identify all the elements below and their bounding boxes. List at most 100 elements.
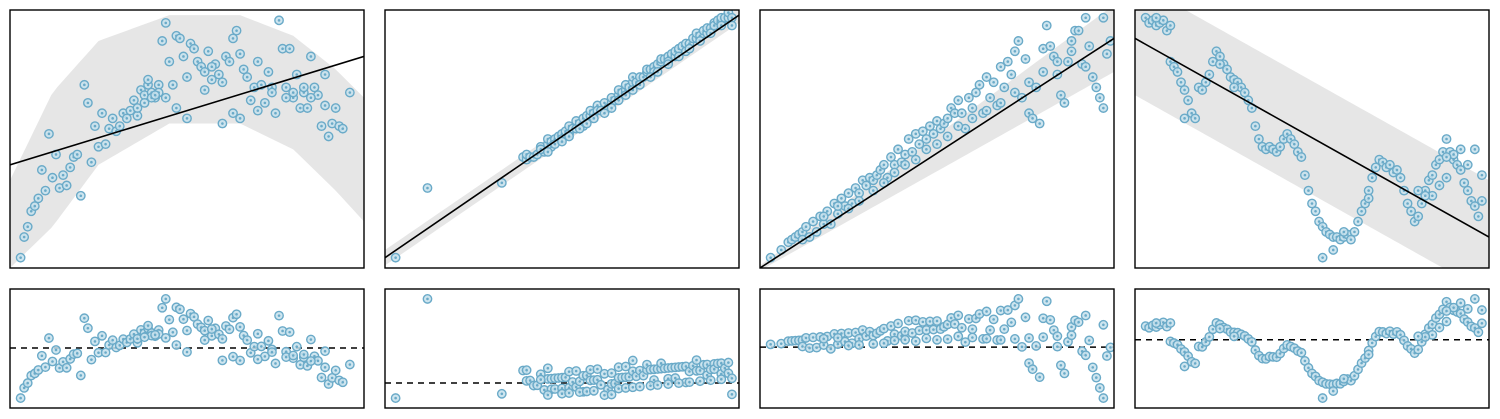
data-point-center [1077, 29, 1080, 32]
data-point-center [231, 37, 235, 40]
data-point-center [730, 16, 734, 20]
residual-point-center [203, 338, 206, 342]
residual-point-center [946, 337, 949, 341]
residual-point-center [221, 359, 224, 362]
residual-point-center [1038, 375, 1041, 379]
residual-point-center [659, 362, 663, 365]
data-point-center [26, 225, 30, 229]
data-point-center [1024, 57, 1027, 61]
data-point-center [341, 127, 345, 130]
residual-point-center [1013, 304, 1017, 307]
residual-point-center [1041, 316, 1045, 320]
residual-point-center [1027, 361, 1031, 365]
residual-point-center [1045, 299, 1049, 303]
data-point-center [171, 83, 175, 87]
data-point-center [90, 160, 93, 164]
data-point-center [1466, 163, 1470, 167]
data-point-center [631, 75, 635, 79]
residual-point-center [1218, 327, 1222, 330]
data-point-center [1257, 137, 1261, 141]
data-point-center [1031, 117, 1034, 120]
data-point-center [886, 176, 889, 179]
data-point-center [893, 163, 896, 167]
data-point-center [125, 117, 129, 120]
residual-point-center [1098, 386, 1102, 390]
residual-point-center [291, 354, 295, 357]
data-point-center [1445, 176, 1448, 179]
residual-point-center [1095, 376, 1098, 379]
data-point-center [1367, 197, 1370, 200]
data-point-center [256, 60, 260, 63]
residual-point-center [107, 343, 111, 347]
data-point-center [567, 135, 571, 138]
data-point-center [121, 111, 125, 115]
residual-point-center [1031, 367, 1034, 371]
data-point-center [1017, 39, 1020, 43]
residual-point-center [914, 339, 918, 343]
residual-point-center [603, 393, 606, 397]
residual-point-center [624, 386, 628, 390]
data-point-center [1427, 178, 1431, 182]
data-point-center [1179, 80, 1183, 84]
residual-point-center [910, 331, 914, 335]
residual-point-center [578, 390, 581, 394]
residual-point-center [727, 361, 730, 364]
data-point-center [1102, 106, 1105, 110]
data-point-center [857, 199, 861, 203]
residual-point-center [1186, 354, 1190, 358]
data-point-center [896, 148, 900, 151]
residual-point-center [730, 393, 734, 396]
residual-point-center [306, 364, 309, 368]
residual-point-center [1473, 297, 1477, 301]
data-point-center [1087, 44, 1091, 48]
residual-point-center [97, 351, 100, 355]
data-point-center [928, 124, 932, 128]
residual-point-center [22, 386, 26, 390]
data-point-center [1477, 215, 1480, 218]
residual-point-center [1232, 335, 1236, 338]
residual-point-center [925, 337, 928, 340]
data-point-center [1466, 189, 1470, 192]
data-point-center [910, 150, 914, 154]
residual-point-center [1416, 348, 1420, 351]
data-point-center [879, 168, 882, 172]
data-point-center [164, 96, 168, 100]
residual-point-center [348, 363, 352, 366]
residual-point-center [730, 376, 734, 380]
residual-point-center [546, 366, 550, 370]
residual-point-center [1102, 396, 1105, 400]
data-point-center [1218, 55, 1222, 58]
residual-point-center [1183, 365, 1186, 368]
residual-point-center [971, 336, 974, 339]
data-point-center [871, 178, 875, 182]
data-point-center [850, 202, 854, 205]
residual-point-center [309, 359, 313, 363]
residual-point-center [960, 326, 964, 330]
data-point-center [992, 80, 995, 84]
data-point-center [309, 96, 313, 100]
data-point-center [1431, 173, 1434, 177]
data-point-center [836, 204, 840, 208]
residual-frame-4 [1134, 288, 1490, 409]
residual-point-center [90, 358, 93, 361]
data-point-center [129, 109, 132, 112]
data-point-center [260, 83, 263, 87]
residual-point-center [323, 366, 327, 369]
data-point-center [1381, 160, 1385, 164]
residual-panel-1 [10, 294, 364, 403]
data-point-center [971, 106, 974, 110]
data-point-center [51, 176, 54, 179]
residual-point-center [596, 367, 599, 371]
data-point-center [143, 93, 146, 97]
residual-point-center [695, 358, 698, 362]
data-point-center [146, 78, 150, 81]
residual-point-center [54, 348, 58, 352]
residual-point-center [822, 343, 826, 347]
data-point-center [164, 21, 168, 25]
data-point-center [348, 91, 352, 94]
residual-point-center [677, 381, 681, 385]
residual-point-center [1420, 340, 1424, 344]
data-point-center [1162, 19, 1165, 22]
data-point-center [323, 104, 327, 107]
